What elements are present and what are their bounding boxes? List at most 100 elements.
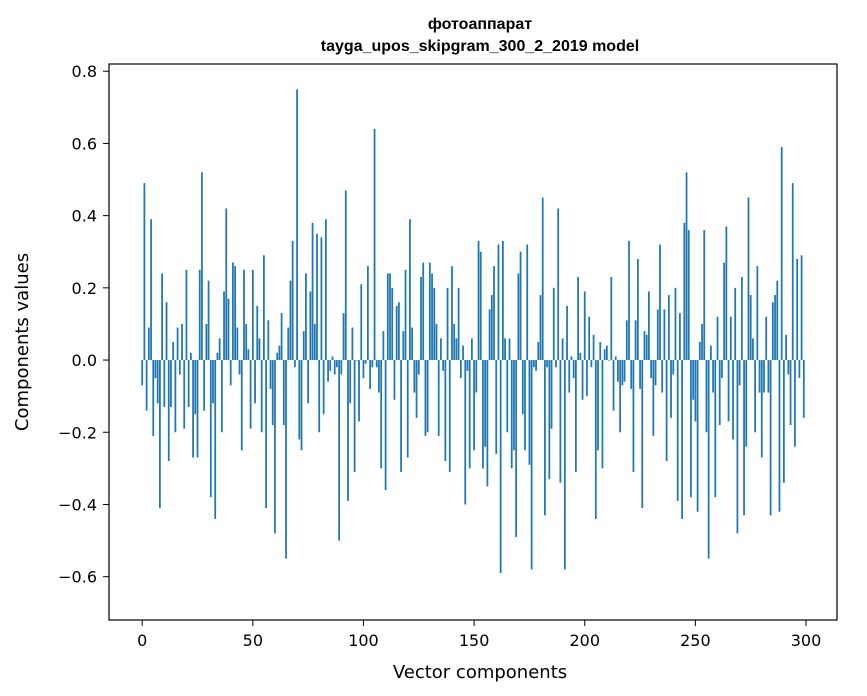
bar	[641, 360, 644, 509]
bar	[360, 284, 363, 361]
bar	[561, 338, 564, 361]
bar	[353, 360, 356, 472]
bar	[466, 360, 469, 371]
bar	[167, 360, 170, 462]
bar	[508, 338, 511, 361]
bar	[367, 266, 369, 361]
bar	[198, 269, 201, 361]
bar	[791, 183, 794, 361]
bar	[687, 230, 690, 361]
bar	[291, 240, 294, 361]
bar	[605, 345, 608, 361]
bar	[780, 147, 783, 361]
bar	[568, 360, 571, 393]
bar	[532, 360, 535, 368]
bar	[274, 360, 276, 534]
bar	[431, 273, 433, 361]
bar	[395, 305, 398, 361]
bar	[218, 338, 221, 361]
bar	[648, 291, 650, 361]
bar	[802, 360, 805, 418]
bar	[205, 323, 208, 361]
bar	[628, 240, 630, 361]
bar	[256, 305, 259, 361]
bar	[603, 349, 606, 361]
bar	[247, 349, 250, 361]
bar	[170, 360, 172, 407]
bar	[623, 360, 626, 382]
bar	[192, 360, 194, 458]
bar	[544, 360, 546, 516]
bar	[265, 360, 267, 509]
bar	[433, 287, 436, 361]
bar	[369, 360, 371, 389]
bar	[428, 262, 431, 361]
bar	[550, 360, 553, 429]
bar	[397, 302, 400, 361]
bar	[767, 360, 770, 393]
bar	[535, 360, 537, 371]
bar	[402, 331, 405, 361]
bar	[745, 360, 748, 447]
bar	[459, 360, 462, 379]
bar	[331, 356, 334, 361]
bar	[455, 338, 458, 361]
x-tick-label: 150	[459, 631, 490, 650]
bar	[721, 360, 723, 379]
bar	[227, 298, 230, 361]
bar	[504, 338, 506, 361]
bar	[524, 360, 526, 451]
bar	[709, 345, 712, 361]
x-tick-label: 0	[137, 631, 147, 650]
bar	[572, 360, 575, 379]
bar	[156, 360, 159, 404]
bar	[732, 360, 734, 440]
chart-title-line2: tayga_upos_skipgram_300_2_2019 model	[321, 38, 639, 55]
bar	[161, 273, 163, 361]
bar	[794, 360, 796, 447]
bar	[679, 313, 681, 361]
y-axis-label: Components values	[12, 253, 33, 431]
bar	[486, 360, 489, 487]
bar	[260, 360, 263, 433]
bar	[479, 251, 482, 361]
bar	[634, 320, 637, 361]
bar	[530, 360, 533, 570]
bar	[747, 197, 750, 361]
bar	[484, 360, 487, 447]
y-tick-label: −0.4	[58, 495, 97, 514]
bar	[400, 360, 402, 472]
x-tick-label: 300	[791, 631, 822, 650]
bar	[289, 280, 292, 361]
bar	[566, 305, 568, 361]
bar	[302, 331, 305, 361]
bar	[393, 360, 396, 400]
bar	[196, 360, 199, 458]
bar	[435, 323, 438, 361]
bar	[630, 360, 633, 389]
bar	[694, 360, 697, 422]
bar	[663, 309, 666, 361]
bar	[614, 356, 617, 361]
bar	[145, 360, 148, 411]
bar	[621, 360, 624, 386]
bar	[526, 244, 529, 361]
bar	[665, 360, 668, 462]
bar	[548, 360, 551, 480]
bar	[311, 222, 314, 361]
bar	[409, 219, 411, 361]
bar	[212, 360, 214, 404]
bar	[375, 360, 378, 368]
plot-frame	[108, 63, 838, 621]
bar	[506, 360, 509, 433]
bar	[258, 338, 261, 361]
bar	[579, 352, 582, 361]
bar	[552, 287, 555, 361]
bar	[181, 323, 183, 361]
bar	[696, 360, 699, 512]
bar	[555, 360, 557, 368]
bar	[152, 360, 155, 436]
bar	[406, 360, 409, 458]
bar	[371, 360, 374, 368]
bar	[774, 295, 776, 361]
